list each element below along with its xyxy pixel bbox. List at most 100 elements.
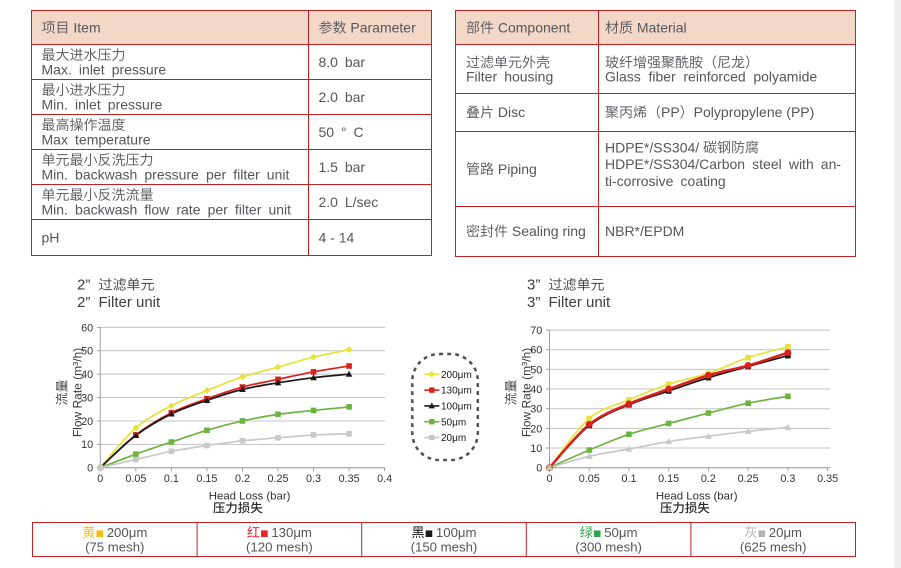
svg-text:Component: Component — [498, 20, 570, 36]
svg-text:130μm: 130μm — [271, 525, 312, 540]
svg-text:2.0: 2.0 — [319, 89, 339, 105]
svg-text:Polypropylene (PP): Polypropylene (PP) — [694, 104, 815, 120]
svg-text:0.3: 0.3 — [780, 473, 795, 485]
svg-text:per: per — [206, 166, 227, 182]
svg-text:reinforced: reinforced — [683, 69, 745, 85]
svg-text:(625 mesh): (625 mesh) — [740, 540, 807, 555]
svg-text:Filter unit: Filter unit — [99, 294, 162, 311]
svg-text:Piping: Piping — [498, 161, 537, 177]
svg-text:filter: filter — [235, 201, 262, 217]
svg-text:L/sec: L/sec — [345, 194, 378, 210]
svg-text:housing: housing — [504, 69, 553, 85]
svg-text:Max: Max — [42, 131, 68, 147]
svg-text:10: 10 — [81, 439, 93, 451]
svg-text:pressure: pressure — [112, 61, 167, 77]
svg-text:Flow Rate (m³/h): Flow Rate (m³/h) — [520, 348, 534, 437]
svg-text:unit: unit — [268, 201, 291, 217]
svg-text:2”: 2” — [77, 294, 90, 311]
svg-text:per: per — [208, 201, 229, 217]
svg-text:with: with — [788, 156, 814, 172]
svg-text:0.35: 0.35 — [817, 473, 838, 485]
svg-text:fiber: fiber — [648, 69, 676, 85]
svg-text:temperature: temperature — [75, 131, 151, 147]
svg-text:Glass: Glass — [605, 69, 641, 85]
svg-text:0: 0 — [87, 463, 93, 475]
svg-text:0.25: 0.25 — [738, 473, 759, 485]
svg-text:Filter: Filter — [466, 69, 497, 85]
svg-text:NBR*/EPDM: NBR*/EPDM — [605, 223, 684, 239]
svg-text:bar: bar — [345, 89, 366, 105]
svg-text:30: 30 — [530, 404, 542, 416]
svg-text:20μm: 20μm — [769, 525, 802, 540]
svg-text:200μm: 200μm — [441, 370, 472, 381]
svg-text:Min.: Min. — [42, 201, 68, 217]
svg-text:bar: bar — [345, 54, 366, 70]
svg-text:0.05: 0.05 — [579, 473, 600, 485]
svg-text:50: 50 — [319, 124, 335, 140]
svg-text:Head Loss (bar): Head Loss (bar) — [656, 490, 738, 502]
svg-text:3”: 3” — [527, 277, 540, 294]
svg-text:°: ° — [341, 124, 347, 140]
svg-text:0.25: 0.25 — [267, 473, 288, 485]
svg-text:3”: 3” — [527, 294, 540, 311]
svg-text:Head Loss (bar): Head Loss (bar) — [209, 490, 291, 502]
svg-text:inlet: inlet — [75, 96, 101, 112]
svg-text:50: 50 — [530, 364, 542, 376]
svg-text:0.2: 0.2 — [701, 473, 716, 485]
svg-text:200μm: 200μm — [107, 525, 148, 540]
svg-text:HDPE*/SS304/Carbon: HDPE*/SS304/Carbon — [605, 156, 745, 172]
svg-text:0.2: 0.2 — [235, 473, 250, 485]
svg-text:ti-corrosive: ti-corrosive — [605, 173, 674, 189]
svg-text:(120 mesh): (120 mesh) — [246, 540, 313, 555]
svg-text:30: 30 — [81, 392, 93, 404]
svg-text:0.15: 0.15 — [658, 473, 679, 485]
svg-text:pressure: pressure — [108, 96, 163, 112]
svg-text:(75 mesh): (75 mesh) — [85, 540, 144, 555]
svg-text:8.0: 8.0 — [319, 54, 339, 70]
svg-text:Min.: Min. — [42, 166, 68, 182]
svg-text:100μm: 100μm — [436, 525, 477, 540]
svg-text:PP: PP — [661, 104, 680, 120]
svg-text:20: 20 — [530, 423, 542, 435]
svg-text:2”: 2” — [77, 277, 90, 294]
svg-text:0.1: 0.1 — [621, 473, 636, 485]
svg-text:0.1: 0.1 — [164, 473, 179, 485]
svg-text:50μm: 50μm — [441, 417, 466, 428]
svg-text:backwash: backwash — [75, 201, 137, 217]
svg-text:coating: coating — [681, 173, 726, 189]
svg-text:20: 20 — [81, 416, 93, 428]
svg-text:filter: filter — [233, 166, 260, 182]
svg-text:0: 0 — [547, 473, 553, 485]
svg-text:40: 40 — [530, 384, 542, 396]
svg-text:0.3: 0.3 — [306, 473, 321, 485]
svg-text:130μm: 130μm — [441, 386, 472, 397]
svg-text:bar: bar — [345, 159, 366, 175]
svg-text:Max.: Max. — [42, 61, 72, 77]
svg-text:1.5: 1.5 — [319, 159, 339, 175]
svg-text:Parameter: Parameter — [350, 20, 416, 36]
svg-text:4 - 14: 4 - 14 — [319, 229, 355, 245]
svg-text:flow: flow — [144, 201, 170, 217]
svg-text:(150 mesh): (150 mesh) — [411, 540, 478, 555]
svg-text:rate: rate — [176, 201, 200, 217]
svg-text:HDPE*/SS304/: HDPE*/SS304/ — [605, 139, 699, 155]
svg-text:40: 40 — [81, 369, 93, 381]
svg-text:0: 0 — [97, 473, 103, 485]
svg-text:Min.: Min. — [42, 96, 68, 112]
svg-text:Disc: Disc — [498, 104, 525, 120]
svg-text:pH: pH — [42, 229, 60, 245]
svg-text:C: C — [353, 124, 363, 140]
svg-text:0.05: 0.05 — [125, 473, 146, 485]
svg-text:polyamide: polyamide — [753, 69, 817, 85]
svg-text:60: 60 — [81, 322, 93, 334]
svg-text:100μm: 100μm — [441, 402, 472, 413]
svg-text:pressure: pressure — [144, 166, 199, 182]
svg-text:10: 10 — [530, 443, 542, 455]
svg-text:0: 0 — [536, 463, 542, 475]
svg-text:unit: unit — [267, 166, 290, 182]
svg-text:an-: an- — [821, 156, 842, 172]
svg-text:Flow Rate (m³/h): Flow Rate (m³/h) — [71, 348, 85, 437]
svg-text:0.4: 0.4 — [377, 473, 392, 485]
svg-text:(300 mesh): (300 mesh) — [575, 540, 642, 555]
svg-text:Filter unit: Filter unit — [549, 294, 612, 311]
